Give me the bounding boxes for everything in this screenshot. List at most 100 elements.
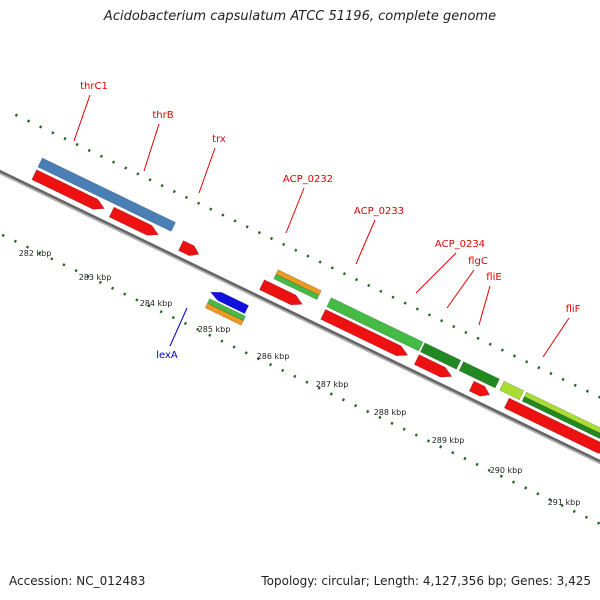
- feature-tracks[interactable]: [31, 157, 600, 475]
- inner-tick: [548, 498, 552, 502]
- genome-backbone: [0, 169, 600, 465]
- outer-tick: [585, 389, 589, 393]
- inner-tick: [196, 327, 200, 332]
- label-leader: [446, 269, 475, 309]
- gene-label-thrb: thrB: [152, 110, 173, 121]
- inner-tick: [390, 421, 394, 425]
- inner-tick: [232, 345, 236, 349]
- outer-tick: [488, 342, 492, 346]
- gene-feature[interactable]: [523, 391, 600, 444]
- outer-tick: [561, 377, 565, 382]
- outer-tick: [355, 277, 359, 282]
- gene-label-flif: fliF: [566, 304, 581, 315]
- outer-tick: [197, 201, 201, 205]
- outer-tick: [209, 207, 213, 211]
- inner-tick: [366, 409, 370, 414]
- inner-tick: [354, 404, 358, 408]
- inner-tick: [439, 445, 443, 449]
- outer-tick: [306, 254, 310, 258]
- label-leader: [542, 317, 570, 358]
- inner-tick: [244, 351, 248, 355]
- inner-tick: [1, 233, 5, 238]
- outer-tick: [464, 330, 468, 335]
- inner-tick: [560, 503, 564, 508]
- inner-tick: [293, 374, 297, 378]
- kbp-label: 283 kbp: [79, 273, 112, 282]
- cds-feature[interactable]: [503, 397, 600, 454]
- inner-tick: [572, 509, 576, 514]
- outer-tick: [269, 236, 274, 241]
- label-leader: [169, 307, 188, 347]
- outer-tick: [573, 383, 577, 387]
- gene-feature[interactable]: [419, 342, 462, 370]
- genome-stats: Topology: circular; Length: 4,127,356 bp…: [261, 574, 591, 588]
- label-leader: [198, 147, 216, 194]
- gene-label-lexa: lexA: [156, 350, 178, 361]
- inner-tick: [135, 298, 139, 302]
- cds-feature[interactable]: [413, 354, 453, 378]
- inner-tick: [111, 286, 115, 290]
- inner-tick: [268, 362, 273, 367]
- outer-tick: [136, 172, 140, 176]
- kbp-label: 291 kbp: [548, 498, 581, 507]
- outer-tick: [318, 260, 322, 264]
- inner-tick: [451, 451, 455, 455]
- reverse-cds-feature[interactable]: [209, 291, 250, 315]
- outer-tick: [160, 184, 164, 188]
- outer-tick: [342, 272, 346, 276]
- outer-tick: [14, 113, 18, 117]
- inner-tick-ring: [1, 233, 600, 525]
- outer-tick: [39, 125, 43, 129]
- outer-tick: [184, 195, 189, 200]
- gene-feature[interactable]: [521, 396, 600, 449]
- label-leader: [285, 187, 305, 234]
- inner-tick: [147, 304, 151, 308]
- inner-tick: [220, 339, 224, 343]
- inner-tick: [171, 315, 175, 320]
- gene-feature[interactable]: [499, 380, 525, 401]
- gene-label-trx: trx: [212, 134, 226, 145]
- kbp-label: 282 kbp: [19, 249, 52, 258]
- gene-feature[interactable]: [37, 157, 176, 232]
- cds-feature[interactable]: [31, 169, 105, 210]
- cds-feature[interactable]: [178, 240, 200, 257]
- outer-tick: [537, 366, 541, 370]
- gene-label-acp_0232: ACP_0232: [283, 174, 333, 185]
- outer-tick: [233, 219, 237, 223]
- inner-tick: [74, 268, 78, 273]
- cds-feature[interactable]: [259, 279, 303, 306]
- cds-feature[interactable]: [468, 380, 491, 397]
- kbp-label: 289 kbp: [432, 436, 465, 445]
- inner-tick: [13, 239, 17, 243]
- gene-feature[interactable]: [326, 297, 424, 352]
- backbone-line: [0, 169, 600, 465]
- outer-tick-ring: [14, 113, 600, 399]
- gene-label-flie: fliE: [486, 272, 501, 283]
- inner-tick: [123, 292, 127, 296]
- inner-tick: [208, 333, 212, 337]
- inner-tick: [524, 486, 528, 490]
- inner-tick: [584, 515, 588, 519]
- outer-tick: [476, 336, 480, 340]
- outer-tick: [330, 266, 334, 270]
- inner-tick: [256, 357, 260, 361]
- gene-feature[interactable]: [458, 361, 500, 389]
- gene-feature[interactable]: [204, 302, 244, 326]
- backbone-highlight: [0, 172, 600, 465]
- outer-tick: [112, 160, 116, 164]
- gene-feature[interactable]: [273, 273, 320, 300]
- kbp-scale: 282 kbp 283 kbp 284 kbp 285 kbp 286 kbp 287 k…: [19, 249, 581, 507]
- inner-tick: [475, 462, 479, 467]
- inner-tick: [317, 386, 321, 390]
- inner-tick: [62, 263, 66, 267]
- inner-tick: [341, 398, 345, 402]
- cds-feature[interactable]: [108, 206, 159, 236]
- cds-feature[interactable]: [320, 308, 409, 357]
- outer-tick: [51, 131, 55, 135]
- label-leader: [143, 123, 160, 172]
- inner-tick: [378, 415, 382, 420]
- inner-tick: [159, 310, 163, 314]
- inner-tick: [426, 439, 431, 443]
- kbp-label: 290 kbp: [490, 466, 523, 475]
